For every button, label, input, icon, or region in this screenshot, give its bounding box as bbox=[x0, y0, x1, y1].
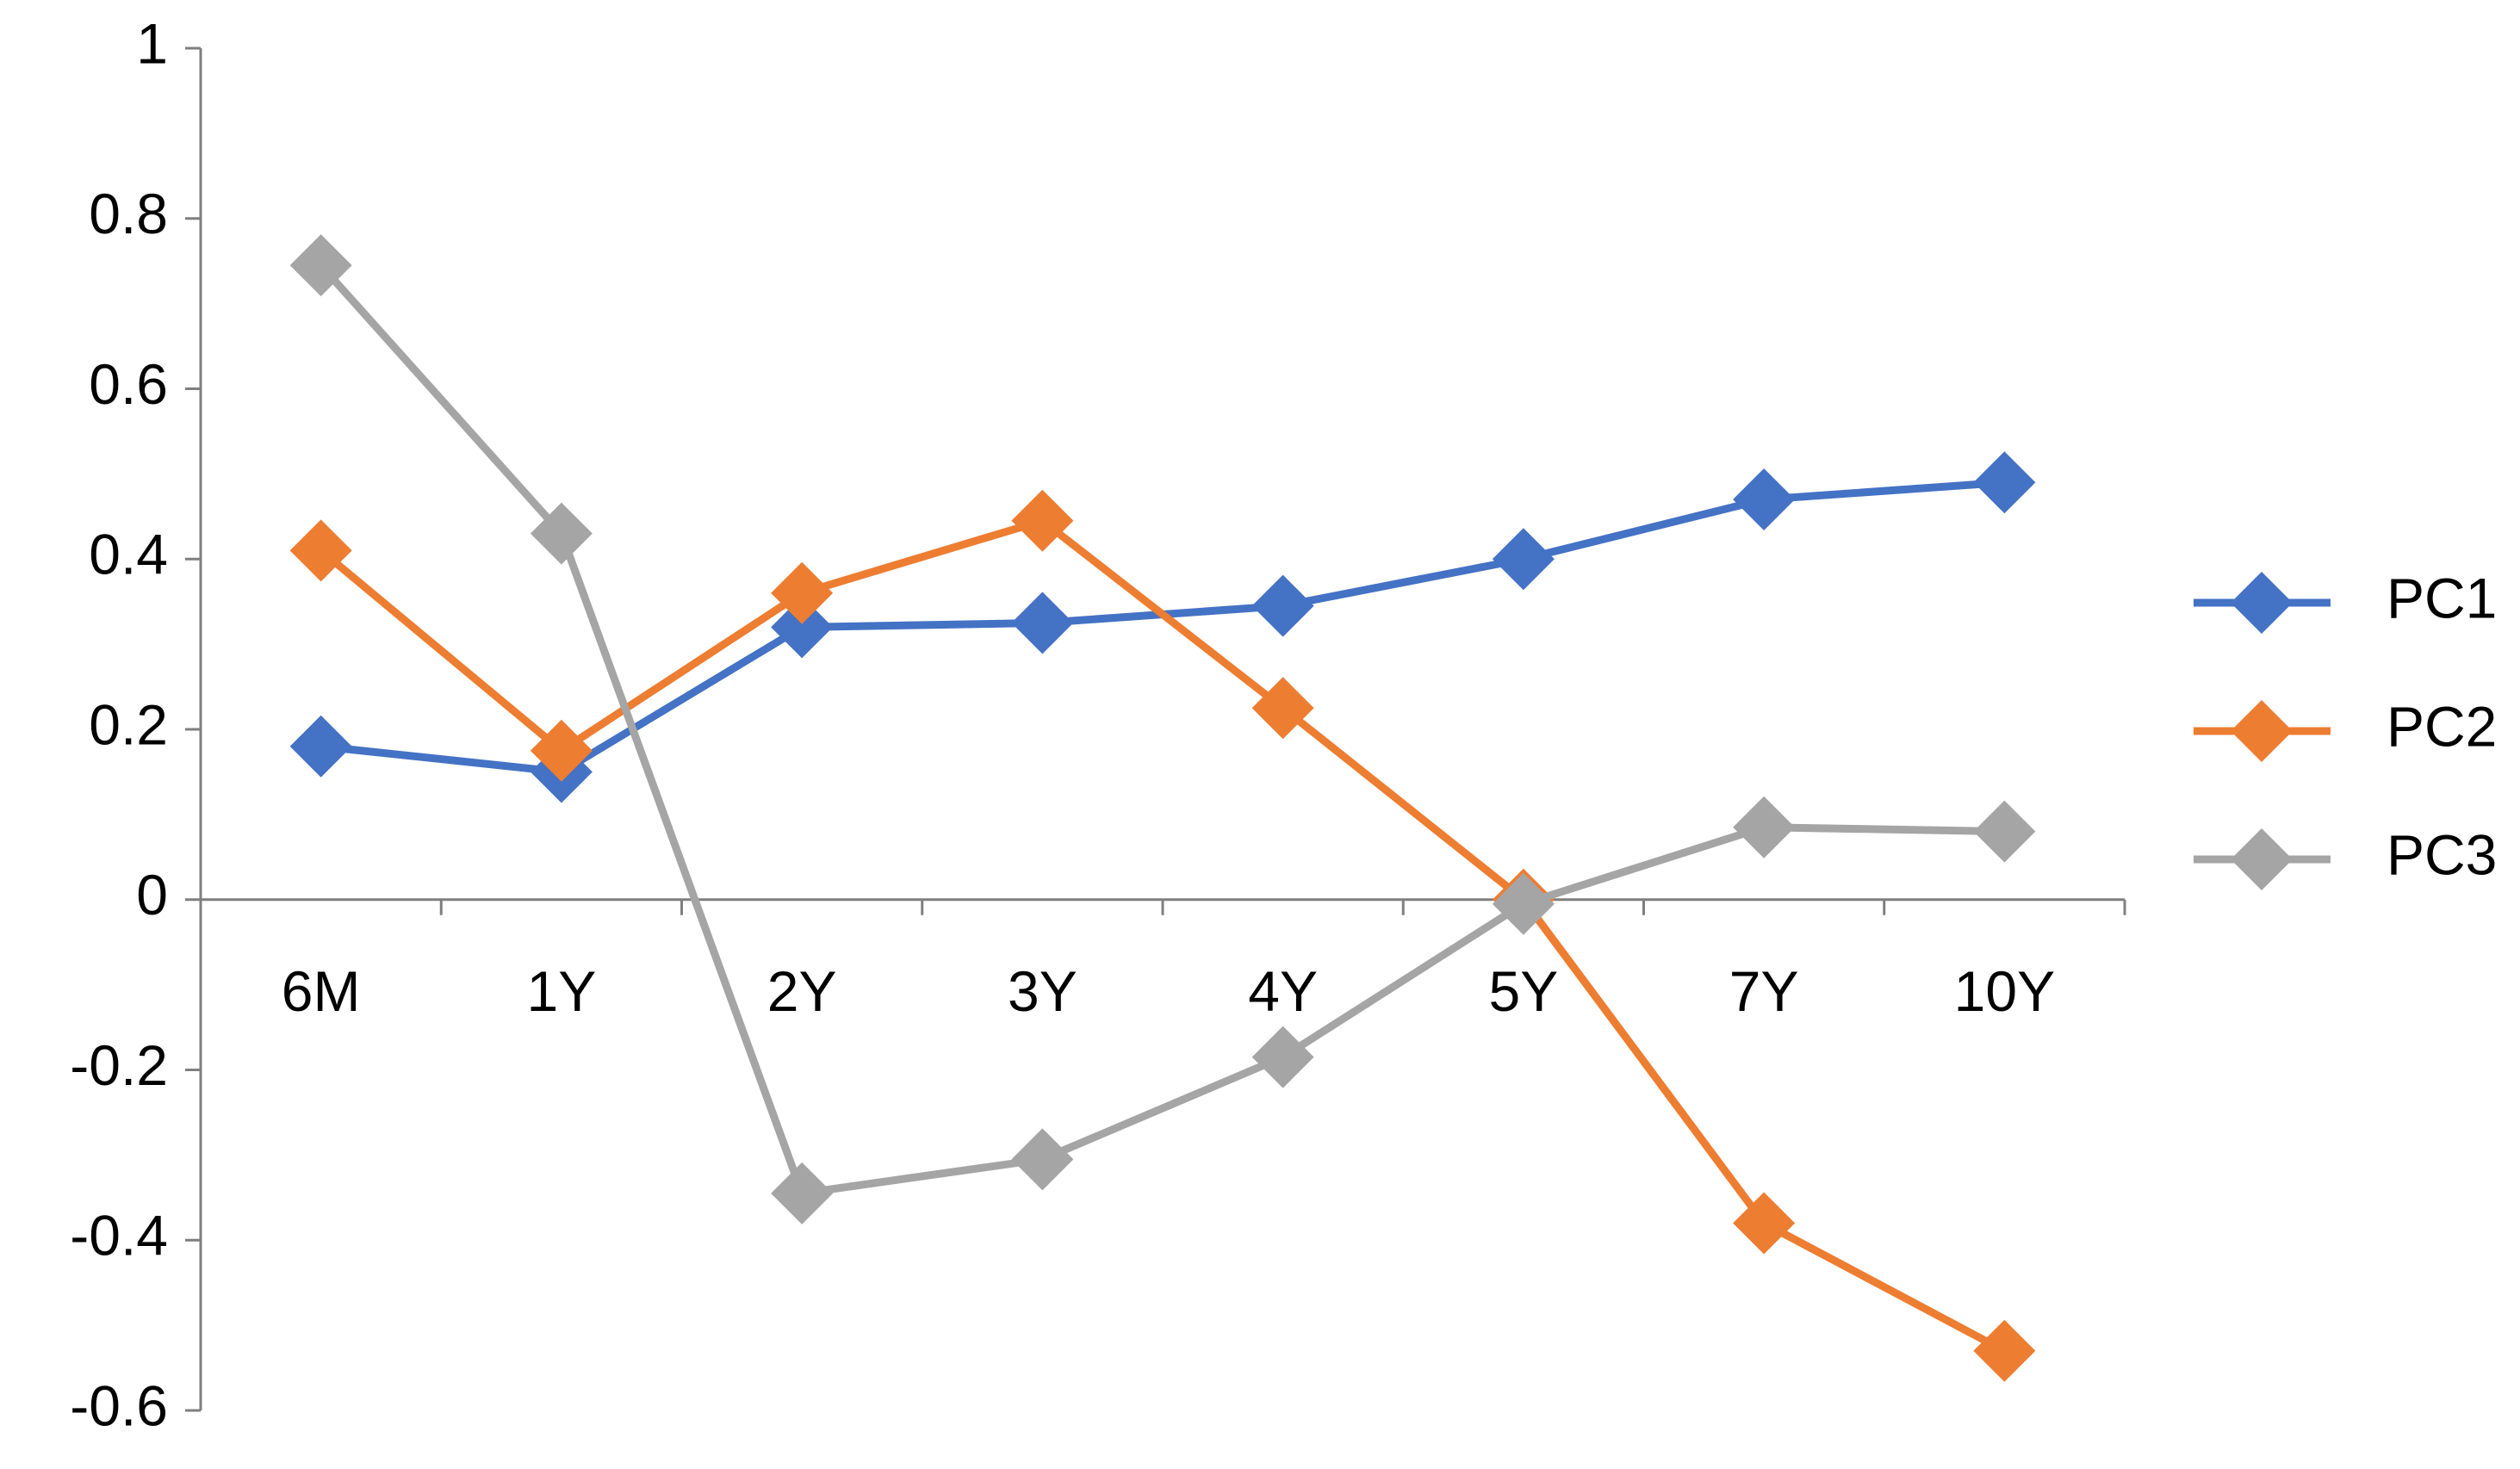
marker bbox=[530, 719, 593, 782]
x-tick-label: 3Y bbox=[1008, 959, 1077, 1023]
marker bbox=[530, 502, 593, 565]
marker bbox=[1733, 796, 1796, 858]
marker bbox=[771, 561, 834, 624]
marker bbox=[771, 596, 834, 659]
marker bbox=[289, 519, 352, 582]
y-tick-label: 0.8 bbox=[89, 182, 168, 245]
y-tick-label: 1 bbox=[136, 11, 168, 75]
marker bbox=[771, 1162, 834, 1224]
legend-label: PC2 bbox=[2387, 694, 2497, 758]
x-tick-label: 2Y bbox=[767, 959, 837, 1023]
marker bbox=[289, 234, 352, 297]
legend-marker bbox=[2231, 828, 2293, 890]
y-tick-label: -0.6 bbox=[70, 1373, 168, 1437]
x-tick-label: 10Y bbox=[1954, 959, 2055, 1023]
marker bbox=[1011, 592, 1074, 654]
marker bbox=[1011, 489, 1074, 552]
legend-marker bbox=[2231, 572, 2293, 634]
marker bbox=[1492, 872, 1555, 935]
marker bbox=[1251, 574, 1314, 637]
marker bbox=[1733, 1192, 1796, 1255]
marker bbox=[1973, 1319, 2036, 1382]
x-tick-label: 4Y bbox=[1248, 959, 1318, 1023]
y-tick-label: 0.4 bbox=[89, 523, 168, 586]
x-tick-label: 1Y bbox=[527, 959, 597, 1023]
series-line bbox=[318, 263, 2005, 1198]
legend-label: PC3 bbox=[2387, 822, 2497, 886]
y-tick-label: -0.4 bbox=[70, 1204, 168, 1268]
x-tick-label: 6M bbox=[282, 959, 361, 1023]
marker bbox=[1733, 468, 1796, 531]
x-tick-label: 7Y bbox=[1729, 959, 1799, 1023]
marker bbox=[289, 715, 352, 778]
marker bbox=[1251, 1026, 1314, 1088]
y-tick-label: -0.2 bbox=[70, 1033, 168, 1097]
marker bbox=[1973, 800, 2036, 863]
legend-marker bbox=[2231, 700, 2293, 762]
y-tick-label: 0.2 bbox=[89, 692, 168, 756]
marker bbox=[1011, 1128, 1074, 1191]
y-tick-label: 0.6 bbox=[89, 352, 168, 416]
marker bbox=[1973, 451, 2036, 514]
series-line bbox=[318, 517, 2007, 1354]
y-tick-label: 0 bbox=[136, 863, 168, 927]
legend-label: PC1 bbox=[2387, 566, 2497, 629]
marker bbox=[1251, 677, 1314, 740]
x-tick-label: 5Y bbox=[1489, 959, 1559, 1023]
marker bbox=[1492, 528, 1555, 591]
